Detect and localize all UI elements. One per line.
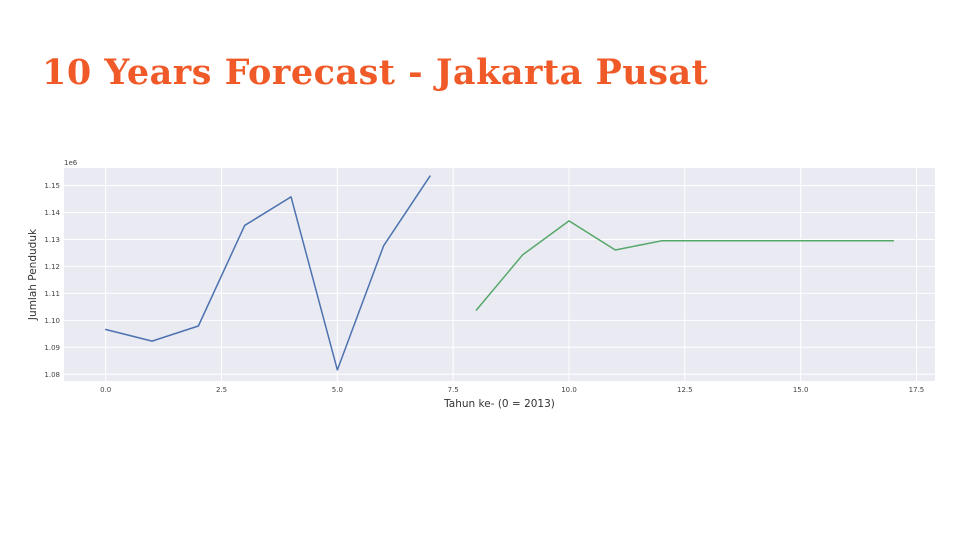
x-tick-label: 5.0: [332, 386, 343, 394]
x-tick-label: 17.5: [909, 386, 925, 394]
x-tick-label: 10.0: [561, 386, 577, 394]
y-tick-label: 1.13: [44, 236, 60, 244]
plot-area: [64, 168, 935, 381]
y-gridlines: [64, 185, 935, 375]
y-tick-label: 1.08: [44, 371, 60, 379]
y-tick-label: 1.12: [44, 263, 60, 271]
series-layer: [104, 175, 895, 371]
y-tick-label: 1.10: [44, 317, 60, 325]
x-tick-label: 12.5: [677, 386, 693, 394]
series-line-1: [104, 175, 431, 371]
x-axis-label: Tahun ke- (0 = 2013): [443, 398, 555, 410]
y-offset-label: 1e6: [64, 159, 78, 167]
series-line-2: [475, 220, 895, 311]
y-tick-label: 1.14: [44, 209, 60, 217]
y-axis-label: Jumlah Penduduk: [27, 228, 39, 321]
x-tick-label: 7.5: [448, 386, 459, 394]
y-tick-label: 1.15: [44, 182, 60, 190]
x-tick-label: 0.0: [100, 386, 111, 394]
x-tick-label: 2.5: [216, 386, 227, 394]
y-tick-label: 1.09: [44, 344, 60, 352]
y-tick-labels: 1.08 1.09 1.10 1.11 1.12 1.13 1.14 1.15: [44, 182, 60, 379]
x-tick-labels: 0.0 2.5 5.0 7.5 10.0 12.5 15.0 17.5: [100, 386, 924, 394]
x-tick-label: 15.0: [793, 386, 809, 394]
slide-title: 10 Years Forecast - Jakarta Pusat: [42, 52, 709, 93]
y-tick-label: 1.11: [44, 290, 60, 298]
